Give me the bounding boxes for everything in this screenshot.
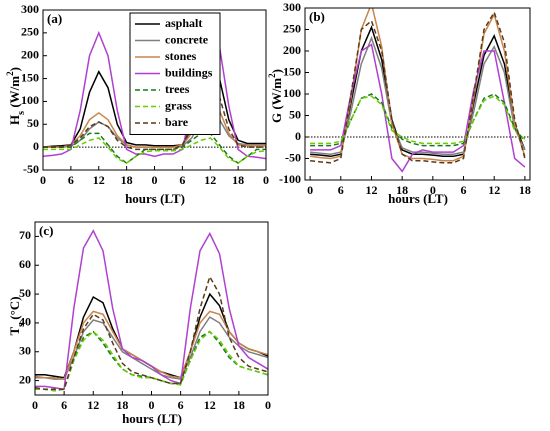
y-tick-label: 50 (289, 107, 301, 121)
series-line (43, 79, 266, 151)
plot-frame (42, 9, 267, 171)
y-axis-label-part: s (16, 111, 27, 115)
y-tick-label: -50 (23, 162, 39, 176)
legend-label: trees (165, 82, 190, 96)
legend-label: grass (165, 98, 192, 112)
x-tick-label: 6 (179, 173, 185, 187)
series-line (43, 16, 266, 160)
series-line (43, 102, 266, 148)
x-tick-label: 18 (519, 183, 531, 197)
y-tick-label: 150 (283, 64, 301, 78)
y-axis-label-part: ) (7, 67, 22, 71)
x-tick-label: 6 (338, 183, 344, 197)
y-tick-label: 300 (283, 0, 301, 14)
series-line (310, 8, 526, 162)
x-tick-label: 12 (87, 398, 99, 412)
x-tick-label: 12 (204, 398, 216, 412)
y-tick-label: 300 (21, 2, 39, 16)
y-axis-label-part: (W/m (7, 76, 22, 111)
y-tick-label: 200 (21, 47, 39, 61)
x-tick-label: 18 (232, 173, 244, 187)
y-axis-label-part: G (W/m (269, 78, 284, 123)
y-axis-label: Ts (°C) (7, 296, 27, 335)
series-line (35, 316, 268, 380)
x-axis-label: hours (LT) (388, 191, 448, 206)
y-tick-label: 0 (33, 139, 39, 153)
y-tick-label: 150 (21, 70, 39, 84)
legend-label: bare (165, 115, 189, 129)
x-tick-label: 0 (149, 398, 155, 412)
legend-label: asphalt (165, 16, 202, 30)
y-axis-label-part: 2 (5, 71, 15, 76)
y-tick-label: -50 (285, 150, 301, 164)
panel-label: (b) (309, 9, 325, 24)
x-tick-label: 0 (265, 398, 271, 412)
y-axis-label: Hs (W/m2) (5, 67, 27, 125)
panel-label: (c) (39, 223, 53, 238)
y-tick-label: 50 (27, 116, 39, 130)
y-axis-label-part: 2 (267, 73, 277, 78)
panel-label: (a) (47, 11, 62, 26)
x-tick-label: 6 (68, 173, 74, 187)
legend-label: stones (165, 49, 197, 63)
y-tick-label: 250 (21, 25, 39, 39)
y-axis-label: G (W/m2) (267, 69, 284, 123)
y-tick-label: 50 (19, 286, 31, 300)
legend-label: concrete (165, 32, 209, 46)
y-axis-label-part: s (16, 323, 27, 327)
x-axis-label: hours (LT) (125, 191, 185, 206)
y-tick-label: 40 (19, 315, 31, 329)
y-axis-label-part: ) (269, 69, 284, 73)
x-tick-label: 0 (263, 173, 269, 187)
series-line (35, 229, 268, 391)
series-line (310, 10, 526, 164)
y-tick-label: 70 (19, 228, 31, 242)
y-tick-label: -100 (279, 172, 301, 186)
x-tick-label: 12 (93, 173, 105, 187)
y-tick-label: 60 (19, 257, 31, 271)
y-tick-label: 250 (283, 21, 301, 35)
plot-lines (35, 229, 268, 392)
series-line (310, 43, 526, 173)
x-tick-label: 0 (430, 183, 436, 197)
series-line (35, 330, 268, 392)
y-axis-label-part: H (7, 115, 22, 125)
x-tick-label: 18 (116, 398, 128, 412)
y-tick-label: 200 (283, 43, 301, 57)
y-tick-label: 100 (21, 93, 39, 107)
x-tick-label: 12 (204, 173, 216, 187)
x-tick-label: 12 (488, 183, 500, 197)
x-tick-label: 18 (233, 398, 245, 412)
plot-frame (304, 7, 531, 181)
y-tick-label: 100 (283, 86, 301, 100)
x-tick-label: 18 (396, 183, 408, 197)
x-tick-label: 0 (32, 398, 38, 412)
x-tick-label: 0 (152, 173, 158, 187)
plot-frame (34, 221, 269, 396)
x-tick-label: 6 (461, 183, 467, 197)
series-line (35, 274, 268, 390)
x-tick-label: 0 (307, 183, 313, 197)
legend-label: buildings (165, 65, 213, 79)
x-tick-label: 18 (121, 173, 133, 187)
x-tick-label: 6 (61, 398, 67, 412)
y-tick-label: 30 (19, 344, 31, 358)
x-tick-label: 6 (178, 398, 184, 412)
x-tick-label: 12 (365, 183, 377, 197)
y-axis-label-part: T (7, 327, 22, 336)
y-tick-label: 0 (295, 129, 301, 143)
plot-lines (310, 8, 526, 173)
y-axis-label-part: (°C) (7, 296, 22, 323)
plot-lines (43, 16, 266, 165)
series-line (43, 59, 266, 148)
x-tick-label: 0 (40, 173, 46, 187)
y-tick-label: 20 (19, 372, 31, 386)
x-axis-label: hours (LT) (122, 411, 182, 426)
